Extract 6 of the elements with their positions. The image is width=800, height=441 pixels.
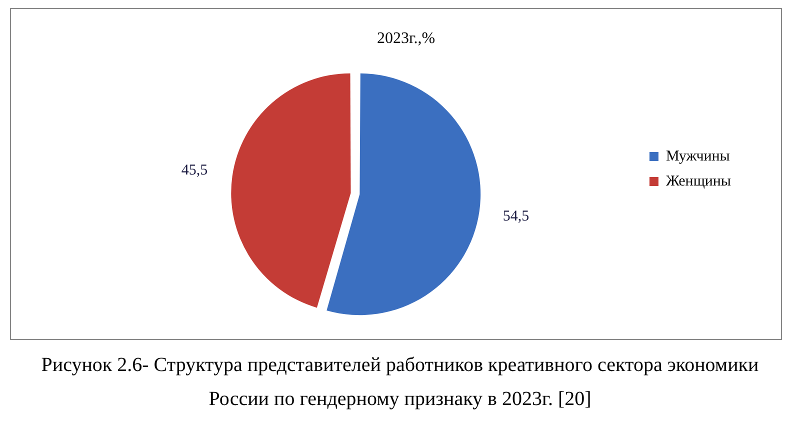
legend-label: Женщины (666, 173, 731, 190)
text: Рисунок 2.6- Структура представителей работников креативного сектора экономики России по гендерному признаку в 2023г. [20] (40, 353, 760, 412)
data-label: 45,5 (181, 162, 208, 179)
data-label: 54,5 (502, 208, 530, 224)
chart-title: 2023г.,% (376, 30, 436, 47)
legend-label: Мужчины (666, 148, 730, 164)
